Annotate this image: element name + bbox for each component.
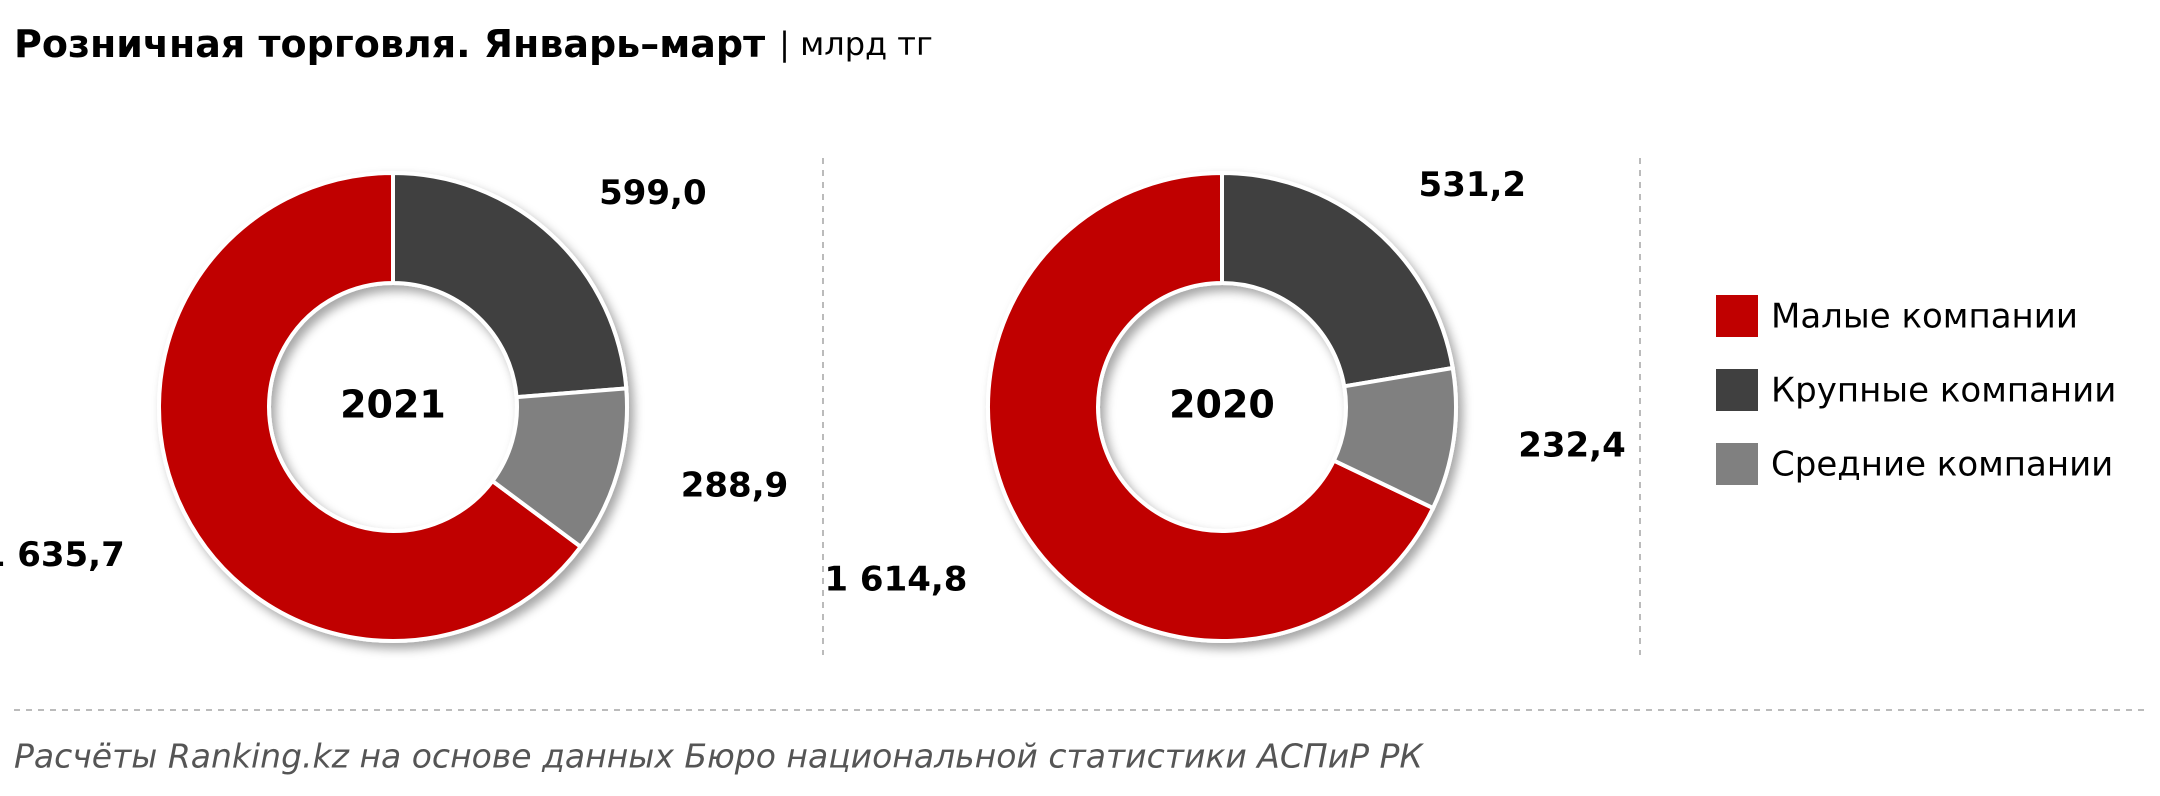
center-label: 2020 <box>1169 383 1275 427</box>
donut-segment <box>489 386 629 550</box>
donut <box>985 170 1458 643</box>
legend-swatch <box>1716 443 1758 485</box>
legend-swatch <box>1716 295 1758 337</box>
donut <box>157 170 629 643</box>
value-label: 232,4 <box>1518 426 1626 466</box>
donut-segment <box>391 170 629 400</box>
legend-swatch <box>1716 369 1758 411</box>
value-label: 1 614,8 <box>824 560 967 600</box>
center-label: 2021 <box>340 383 446 427</box>
value-label: 1 635,7 <box>0 535 125 575</box>
legend-label: Малые компании <box>1771 297 2078 337</box>
title: Розничная торговля. Январь–март <box>14 22 765 66</box>
donut-segment <box>157 170 584 643</box>
donut-segment <box>985 170 1436 643</box>
donut-segment <box>1331 365 1458 511</box>
source: Расчёты Ranking.kz на основе данных Бюро… <box>14 737 1424 776</box>
value-label: 531,2 <box>1419 165 1527 205</box>
legend-label: Крупные компании <box>1771 371 2116 411</box>
value-label: 288,9 <box>681 465 789 505</box>
unit: | млрд тг <box>779 25 933 63</box>
chart-title: Розничная торговля. Январь–март | млрд тг <box>14 22 933 66</box>
value-label: 599,0 <box>599 173 707 213</box>
legend-label: Средние компании <box>1771 445 2113 485</box>
donut-segment <box>1220 170 1456 389</box>
